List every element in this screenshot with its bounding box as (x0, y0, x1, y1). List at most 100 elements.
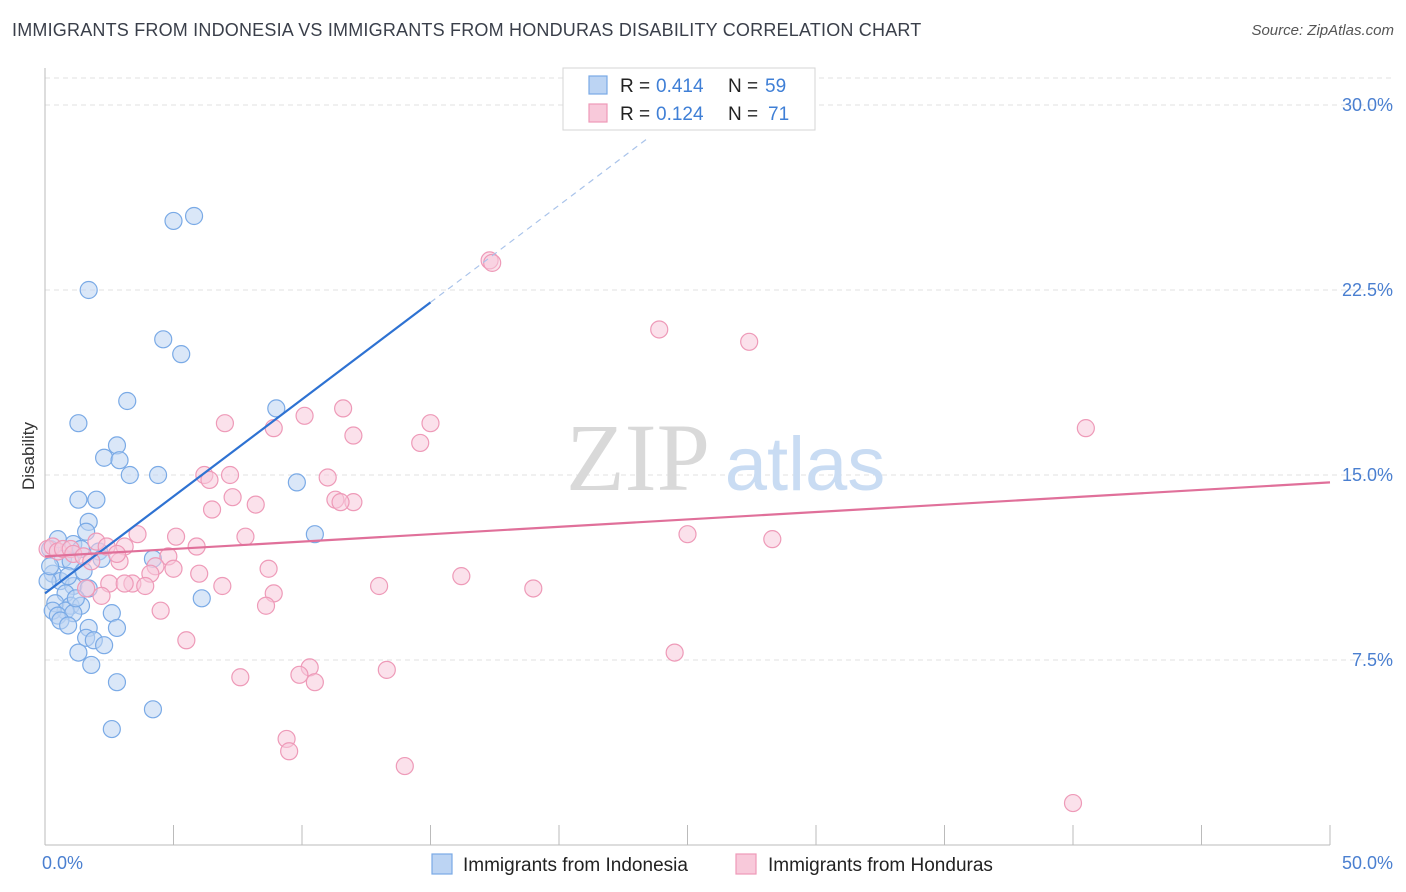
y-tick-label: 22.5% (1342, 280, 1393, 300)
data-point (344, 426, 363, 445)
data-point (290, 665, 309, 684)
data-point (164, 211, 183, 231)
trend-line-indonesia (44, 301, 432, 595)
legend-r-label-honduras: R = (620, 104, 650, 125)
data-point (370, 576, 389, 596)
data-point (267, 399, 286, 418)
data-point (202, 500, 222, 519)
data-point (110, 451, 129, 470)
data-point (259, 559, 278, 578)
data-point (69, 643, 88, 662)
data-point (763, 530, 782, 549)
bottom-legend-swatch-indonesia (431, 853, 453, 875)
data-point (213, 576, 232, 596)
data-point (231, 668, 250, 687)
tick-labels: 7.5% 15.0% 22.5% 30.0% 0.0% 50.0% (42, 95, 1393, 873)
data-point (107, 544, 127, 564)
data-point (151, 601, 170, 620)
data-point (59, 616, 78, 635)
data-point (395, 756, 414, 776)
data-point (172, 345, 191, 364)
data-point (190, 564, 209, 583)
bottom-legend-swatch-honduras (735, 853, 757, 875)
data-point (166, 527, 186, 546)
series-indonesia-points (38, 206, 324, 739)
series-honduras-points (38, 251, 1095, 813)
bottom-legend-label-indonesia: Immigrants from Indonesia (463, 855, 688, 876)
data-point (411, 433, 430, 453)
data-point (87, 490, 106, 509)
data-point (120, 465, 139, 485)
data-point (1063, 793, 1083, 813)
chart-source: Source: ZipAtlas.com (1251, 22, 1394, 39)
data-point (136, 576, 155, 596)
data-point (184, 206, 204, 226)
data-point (220, 465, 240, 485)
data-point (115, 574, 134, 593)
data-point (95, 448, 114, 467)
data-point (69, 490, 88, 509)
y-axis-label: Disability (19, 421, 38, 490)
series-legend: Immigrants from Indonesia Immigrants fro… (431, 853, 993, 876)
data-point (1076, 419, 1095, 438)
data-point (92, 586, 111, 605)
data-point (79, 280, 98, 300)
data-point (118, 391, 137, 411)
watermark-zip: ZIP (566, 404, 710, 511)
legend-r-value-honduras: 0.124 (656, 104, 704, 125)
data-point (246, 495, 265, 514)
data-point (128, 525, 147, 544)
legend-r-value-indonesia: 0.414 (656, 76, 704, 97)
data-point (305, 673, 324, 692)
data-point (107, 618, 127, 638)
x-tick-label: 0.0% (42, 853, 83, 873)
legend-n-value-indonesia: 59 (765, 76, 786, 97)
grid-lines (45, 77, 1392, 661)
data-point (164, 559, 183, 578)
legend-n-value-honduras: 71 (768, 104, 789, 125)
data-point (305, 525, 324, 544)
stats-legend: R = 0.414 N = 59 R = 0.124 N = 71 (562, 67, 816, 131)
watermark-atlas: atlas (725, 422, 886, 507)
data-point (665, 643, 684, 662)
x-tick-label: 50.0% (1342, 853, 1393, 873)
data-point (82, 552, 101, 571)
data-point (41, 557, 60, 576)
legend-swatch-honduras (588, 103, 608, 123)
data-point (377, 660, 396, 679)
data-point (421, 414, 440, 433)
data-point (524, 579, 543, 598)
data-point (264, 419, 283, 438)
data-point (82, 655, 101, 675)
data-point (215, 414, 234, 433)
legend-r-label-indonesia: R = (620, 76, 650, 97)
watermark: ZIP atlas (566, 404, 885, 511)
data-point (223, 488, 242, 507)
data-point (200, 470, 219, 490)
data-point (650, 320, 669, 339)
data-point (334, 399, 353, 418)
data-point (192, 589, 211, 608)
legend-n-label-indonesia: N = (728, 76, 758, 97)
y-tick-label: 30.0% (1342, 95, 1393, 115)
data-point (295, 406, 314, 425)
trend-line-honduras (44, 481, 1331, 558)
data-point (148, 465, 168, 485)
y-tick-label: 15.0% (1342, 465, 1393, 485)
data-point (318, 468, 337, 487)
data-point (256, 596, 276, 615)
legend-swatch-indonesia (588, 75, 608, 95)
data-point (331, 493, 350, 512)
trend-extension-indonesia (430, 136, 650, 303)
data-point (280, 742, 299, 761)
data-point (107, 673, 127, 692)
trend-lines (44, 136, 1331, 595)
data-point (143, 700, 163, 719)
data-point (102, 719, 121, 739)
data-point (740, 332, 759, 351)
chart-title: IMMIGRANTS FROM INDONESIA VS IMMIGRANTS … (12, 20, 922, 40)
legend-n-label-honduras: N = (728, 104, 758, 125)
axes (44, 68, 1331, 846)
data-point (77, 579, 96, 598)
